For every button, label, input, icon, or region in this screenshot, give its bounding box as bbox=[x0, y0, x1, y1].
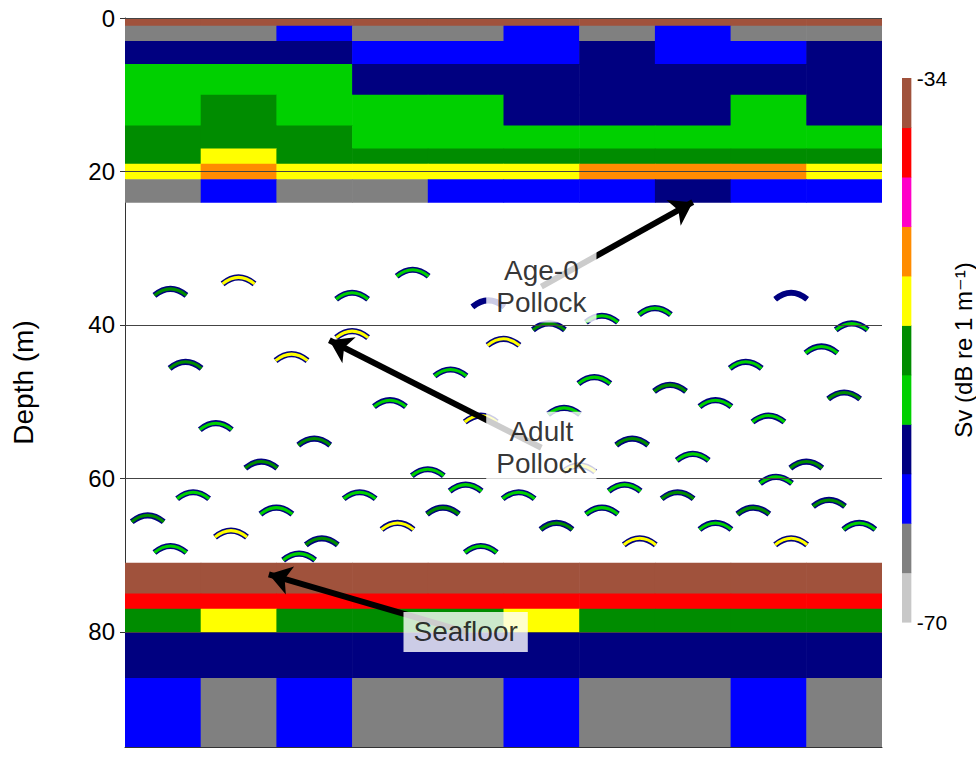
svg-text:40: 40 bbox=[88, 311, 115, 338]
svg-text:20: 20 bbox=[88, 158, 115, 185]
svg-text:80: 80 bbox=[88, 618, 115, 645]
svg-text:Seafloor: Seafloor bbox=[414, 616, 518, 647]
svg-text:Sv (dB re 1 m⁻¹): Sv (dB re 1 m⁻¹) bbox=[950, 262, 976, 437]
svg-text:Pollock: Pollock bbox=[496, 287, 587, 318]
svg-text:Depth (m): Depth (m) bbox=[8, 320, 39, 444]
svg-text:Adult: Adult bbox=[509, 416, 573, 447]
svg-text:-70: -70 bbox=[917, 611, 947, 634]
svg-text:Pollock: Pollock bbox=[496, 448, 587, 479]
svg-text:-34: -34 bbox=[917, 67, 948, 90]
svg-text:0: 0 bbox=[102, 5, 115, 32]
svg-text:Age-0: Age-0 bbox=[504, 255, 579, 286]
svg-text:60: 60 bbox=[88, 465, 115, 492]
